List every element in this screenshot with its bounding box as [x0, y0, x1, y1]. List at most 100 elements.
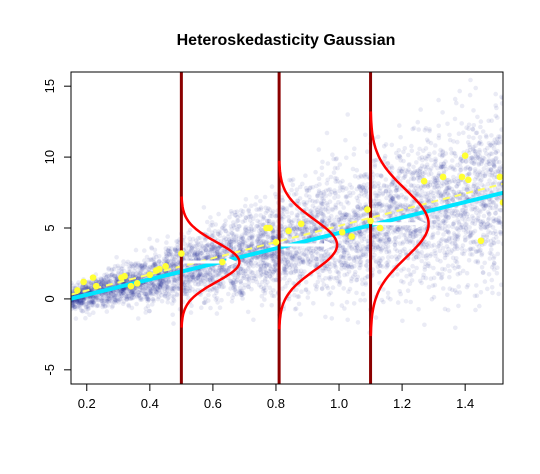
cloud-point	[150, 282, 156, 288]
cloud-point	[313, 246, 319, 251]
cloud-point	[390, 230, 396, 235]
cloud-point	[293, 191, 299, 197]
cloud-point	[429, 296, 435, 302]
cloud-point	[163, 277, 168, 283]
cloud-point	[349, 245, 354, 250]
cloud-point	[191, 243, 196, 249]
cloud-point	[453, 154, 459, 159]
cloud-point	[498, 230, 503, 235]
cloud-point	[186, 253, 192, 258]
cloud-point	[238, 235, 244, 240]
cloud-point	[299, 251, 304, 256]
cloud-point	[258, 270, 264, 275]
cloud-point	[249, 234, 254, 239]
cloud-point	[403, 298, 409, 304]
cloud-point	[401, 149, 406, 155]
cloud-point	[450, 224, 455, 229]
cloud-point	[88, 285, 94, 291]
cloud-point	[479, 226, 484, 231]
cloud-point	[425, 182, 431, 187]
cloud-point	[473, 85, 479, 91]
cloud-point	[197, 272, 202, 278]
cloud-point	[206, 227, 212, 232]
cloud-point	[458, 157, 464, 162]
cloud-point	[319, 200, 324, 205]
cloud-point	[471, 145, 476, 150]
cloud-point	[457, 290, 463, 295]
cloud-point	[459, 121, 465, 126]
cloud-point	[228, 286, 233, 291]
cloud-point	[495, 197, 500, 202]
cloud-point	[253, 202, 258, 207]
cloud-point	[259, 303, 265, 308]
cloud-point	[476, 213, 481, 218]
cloud-point	[416, 174, 421, 180]
cloud-point	[438, 238, 444, 243]
cloud-point	[301, 252, 306, 257]
cloud-point	[114, 254, 119, 260]
cloud-point	[251, 317, 256, 323]
cloud-point	[319, 257, 325, 263]
cloud-point	[203, 300, 208, 305]
cloud-point	[71, 280, 74, 286]
cloud-point	[254, 207, 259, 212]
cloud-point	[471, 215, 476, 221]
cloud-point	[392, 242, 398, 248]
cloud-point	[313, 226, 319, 231]
cloud-point	[460, 268, 466, 274]
cloud-point	[303, 226, 308, 232]
cloud-point	[371, 204, 377, 209]
cloud-point	[208, 215, 213, 220]
cloud-point	[485, 210, 491, 215]
cloud-point	[412, 229, 418, 235]
cloud-point	[378, 238, 384, 244]
cloud-point	[256, 229, 262, 234]
cloud-point	[263, 254, 269, 260]
cloud-point	[451, 231, 457, 236]
cloud-point	[333, 206, 339, 211]
cloud-point	[406, 267, 411, 273]
cloud-point	[108, 278, 113, 284]
cloud-point	[500, 163, 503, 169]
cloud-point	[341, 250, 347, 256]
cloud-point	[310, 185, 316, 190]
cloud-point	[484, 232, 490, 238]
cloud-point	[383, 188, 389, 194]
cloud-point	[268, 290, 274, 295]
cloud-point	[371, 227, 377, 233]
cloud-point	[468, 232, 473, 238]
cloud-point	[408, 182, 414, 188]
cloud-point	[493, 150, 499, 155]
cloud-point	[471, 108, 476, 113]
cloud-point	[467, 203, 473, 208]
cloud-point	[196, 281, 202, 287]
cloud-point	[400, 225, 405, 231]
cloud-point	[266, 268, 272, 274]
cloud-point	[419, 193, 424, 198]
cloud-point	[383, 142, 389, 147]
cloud-point	[228, 224, 234, 229]
cloud-point	[314, 198, 320, 204]
cloud-point	[460, 192, 466, 198]
cloud-point	[396, 187, 401, 192]
cloud-point	[362, 174, 368, 180]
cloud-point	[160, 285, 166, 290]
cloud-point	[490, 157, 496, 163]
cloud-point	[261, 214, 267, 220]
cloud-point	[249, 239, 254, 244]
cloud-point	[187, 227, 193, 233]
cloud-point	[90, 298, 95, 304]
cloud-point	[476, 192, 481, 197]
cloud-point	[486, 272, 492, 277]
cloud-point	[119, 293, 124, 299]
cloud-point	[106, 267, 111, 272]
cloud-point	[344, 199, 350, 205]
cloud-point	[458, 167, 464, 173]
cloud-point	[172, 256, 177, 262]
cloud-point	[304, 188, 310, 193]
cloud-point	[269, 276, 274, 281]
cloud-point	[430, 233, 435, 238]
cloud-point	[429, 189, 434, 195]
cloud-point	[351, 239, 357, 245]
cloud-point	[450, 287, 455, 293]
